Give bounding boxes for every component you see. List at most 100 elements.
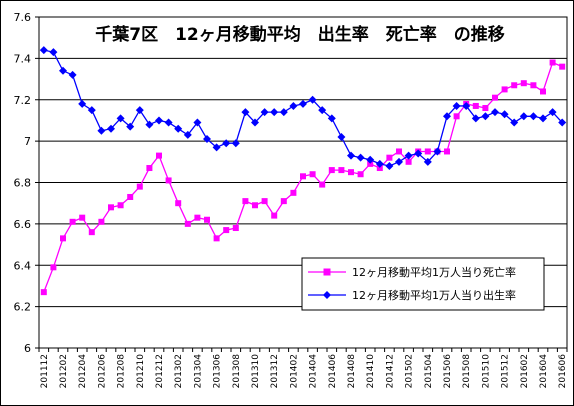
data-point-death-rate xyxy=(261,198,268,205)
data-point-death-rate xyxy=(338,167,345,174)
data-point-birth-rate xyxy=(337,132,346,141)
data-point-birth-rate xyxy=(212,143,221,152)
data-point-birth-rate xyxy=(183,130,192,139)
x-tick-label: 201310 xyxy=(251,354,261,389)
data-point-birth-rate xyxy=(107,124,115,133)
x-tick-label: 201402 xyxy=(289,354,299,388)
data-point-death-rate xyxy=(88,229,95,236)
data-point-death-rate xyxy=(271,212,278,219)
x-tick-label: 201504 xyxy=(424,354,434,389)
data-point-birth-rate xyxy=(347,151,355,160)
x-tick-label: 201408 xyxy=(347,354,357,389)
data-point-birth-rate xyxy=(462,101,471,110)
x-tick-label: 201412 xyxy=(385,354,395,388)
data-point-death-rate xyxy=(69,218,76,225)
data-point-death-rate xyxy=(492,94,498,101)
data-point-birth-rate xyxy=(193,118,202,127)
x-tick-label: 201606 xyxy=(558,354,568,389)
data-point-death-rate xyxy=(424,148,431,155)
axes xyxy=(35,16,568,352)
data-point-birth-rate xyxy=(443,112,451,121)
data-point-death-rate xyxy=(348,169,354,176)
data-point-death-rate xyxy=(540,88,546,95)
data-point-birth-rate xyxy=(126,122,135,131)
data-point-birth-rate xyxy=(452,101,461,110)
y-tick-label: 7.2 xyxy=(14,94,32,107)
data-point-birth-rate xyxy=(68,70,77,79)
y-tick-label: 6.4 xyxy=(14,259,32,272)
data-point-death-rate xyxy=(386,154,393,161)
data-point-birth-rate xyxy=(116,114,125,123)
x-tick-labels: 201112 201202 201204 201206 201208 201210 2012… xyxy=(40,354,568,389)
data-point-birth-rate xyxy=(491,108,499,117)
data-point-death-rate xyxy=(367,160,374,167)
data-point-birth-rate xyxy=(433,147,442,156)
data-point-death-rate xyxy=(309,171,316,178)
data-point-death-rate xyxy=(501,86,508,93)
data-point-death-rate xyxy=(357,171,364,178)
data-point-birth-rate xyxy=(481,112,490,121)
data-point-birth-rate xyxy=(49,48,58,57)
x-tick-label: 201202 xyxy=(59,354,69,388)
data-point-death-rate xyxy=(98,218,105,225)
data-point-birth-rate xyxy=(87,106,96,115)
chart-title: 千葉7区 12ヶ月移動平均 出生率 死亡率 の推移 xyxy=(95,24,505,45)
data-point-death-rate xyxy=(300,173,306,180)
y-tick-label: 7 xyxy=(24,135,31,148)
data-point-birth-rate xyxy=(308,95,317,104)
data-point-death-rate xyxy=(127,193,134,200)
data-point-death-rate xyxy=(252,202,258,209)
data-point-birth-rate xyxy=(500,110,509,119)
legend-marker-death-rate xyxy=(323,268,331,276)
data-point-birth-rate xyxy=(174,124,183,133)
data-point-birth-rate xyxy=(423,157,432,166)
x-tick-label: 201210 xyxy=(136,354,146,389)
data-point-death-rate xyxy=(117,202,124,209)
data-point-birth-rate xyxy=(375,159,384,168)
data-point-birth-rate xyxy=(548,108,557,117)
data-point-death-rate xyxy=(108,204,114,211)
data-point-death-rate xyxy=(146,165,153,172)
data-point-death-rate xyxy=(376,165,383,172)
data-point-birth-rate xyxy=(203,135,211,144)
data-point-death-rate xyxy=(482,105,489,112)
x-tick-label: 201304 xyxy=(193,354,203,389)
data-point-birth-rate xyxy=(135,106,144,115)
x-tick-label: 201406 xyxy=(328,354,338,389)
x-tick-label: 201502 xyxy=(405,354,415,388)
data-point-birth-rate xyxy=(414,149,423,158)
data-point-death-rate xyxy=(194,214,201,221)
data-point-death-rate xyxy=(213,235,220,242)
data-point-birth-rate xyxy=(471,114,480,123)
data-point-birth-rate xyxy=(231,139,240,148)
x-tick-label: 201604 xyxy=(539,354,549,389)
data-point-death-rate xyxy=(156,152,162,159)
data-point-birth-rate xyxy=(270,108,279,117)
data-point-birth-rate xyxy=(510,118,519,127)
data-point-death-rate xyxy=(511,82,518,89)
x-tick-label: 201206 xyxy=(97,354,107,389)
data-point-birth-rate xyxy=(164,118,173,127)
y-tick-label: 7.6 xyxy=(14,11,32,24)
data-point-birth-rate xyxy=(519,112,528,121)
data-point-birth-rate xyxy=(260,108,269,117)
data-point-birth-rate xyxy=(395,157,403,166)
data-point-birth-rate xyxy=(279,108,288,117)
data-point-birth-rate xyxy=(385,161,394,170)
data-point-death-rate xyxy=(165,177,172,184)
data-point-birth-rate xyxy=(318,106,327,115)
x-tick-label: 201302 xyxy=(174,354,184,388)
data-point-birth-rate xyxy=(251,118,259,127)
data-point-birth-rate xyxy=(299,99,307,108)
data-point-death-rate xyxy=(232,225,239,232)
x-tick-label: 201312 xyxy=(270,354,280,388)
data-point-birth-rate xyxy=(155,116,163,125)
legend-item-birth-rate: 12ヶ月移動平均1万人当り出生率 xyxy=(308,288,516,302)
data-point-death-rate xyxy=(175,200,182,207)
data-point-death-rate xyxy=(204,216,210,223)
legend-box xyxy=(301,257,545,311)
x-tick-label: 201404 xyxy=(309,354,319,389)
data-point-death-rate xyxy=(290,189,297,196)
data-point-death-rate xyxy=(223,227,230,234)
